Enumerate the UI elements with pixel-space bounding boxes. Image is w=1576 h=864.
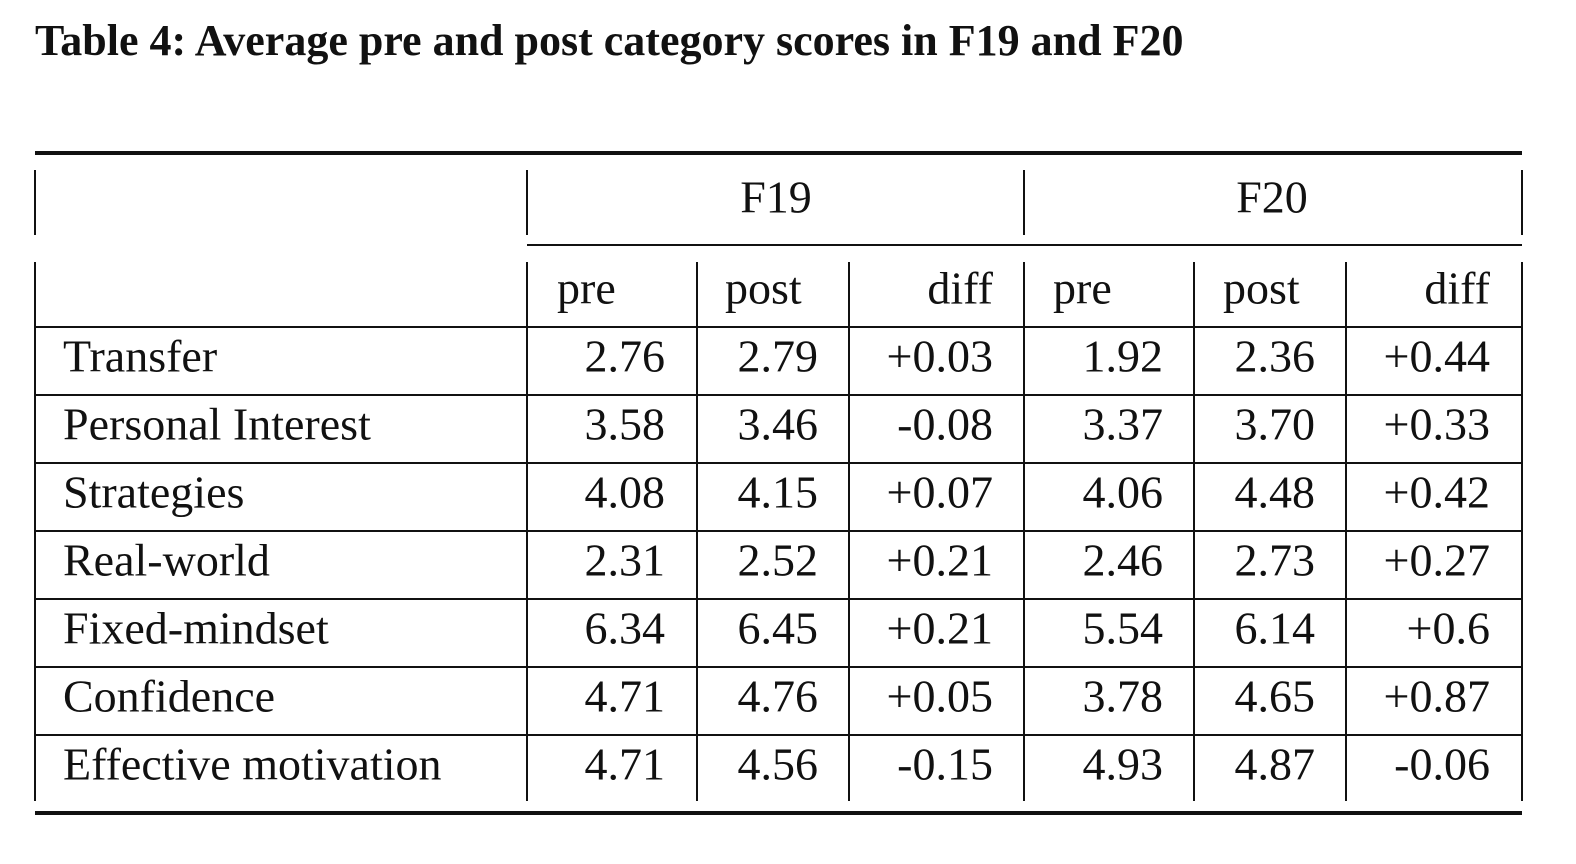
group-header: F20 [1236, 172, 1308, 223]
cell-value: 4.65 [1235, 671, 1316, 722]
cell-value: 2.52 [738, 535, 819, 586]
cell-value: -0.08 [897, 399, 993, 450]
cell-value: +0.44 [1384, 331, 1490, 382]
cell-value: 2.31 [585, 535, 666, 586]
row-label: Transfer [63, 331, 217, 382]
cell-value: -0.06 [1394, 739, 1490, 790]
cell-value: 5.54 [1083, 603, 1164, 654]
cell-value: +0.6 [1407, 603, 1490, 654]
cell-value: 4.56 [738, 739, 819, 790]
cell-value: -0.15 [897, 739, 993, 790]
column-header: pre [557, 263, 616, 314]
table-title: Table 4: Average pre and post category s… [35, 16, 1183, 65]
cell-value: 6.14 [1235, 603, 1316, 654]
column-header: pre [1053, 263, 1112, 314]
row-label: Real-world [63, 535, 270, 586]
row-label: Personal Interest [63, 399, 371, 450]
cell-value: 4.15 [738, 467, 819, 518]
cell-value: +0.33 [1384, 399, 1490, 450]
row-label: Strategies [63, 467, 244, 518]
cell-value: +0.03 [887, 331, 993, 382]
column-header: diff [1424, 263, 1490, 314]
cell-value: 4.87 [1235, 739, 1316, 790]
cell-value: 3.46 [738, 399, 819, 450]
row-label: Fixed-mindset [63, 603, 329, 654]
cell-value: 6.45 [738, 603, 819, 654]
cell-value: +0.21 [887, 535, 993, 586]
cell-value: +0.27 [1384, 535, 1490, 586]
cell-value: 2.46 [1083, 535, 1164, 586]
cell-value: 4.76 [738, 671, 819, 722]
cell-value: 4.71 [585, 671, 666, 722]
column-header: post [725, 263, 802, 314]
cell-value: 3.58 [585, 399, 666, 450]
cell-value: 2.79 [738, 331, 819, 382]
cell-value: 4.08 [585, 467, 666, 518]
cell-value: +0.07 [887, 467, 993, 518]
cell-value: +0.21 [887, 603, 993, 654]
cell-value: +0.42 [1384, 467, 1490, 518]
row-label: Effective motivation [63, 739, 442, 790]
cell-value: 2.76 [585, 331, 666, 382]
cell-value: 3.70 [1235, 399, 1316, 450]
cell-value: 3.78 [1083, 671, 1164, 722]
cell-value: 2.36 [1235, 331, 1316, 382]
cell-value: 4.48 [1235, 467, 1316, 518]
group-header: F19 [740, 172, 812, 223]
cell-value: +0.87 [1384, 671, 1490, 722]
cell-value: 4.06 [1083, 467, 1164, 518]
cell-value: 3.37 [1083, 399, 1164, 450]
cell-value: 6.34 [585, 603, 666, 654]
cell-value: +0.05 [887, 671, 993, 722]
cell-value: 4.93 [1083, 739, 1164, 790]
cell-value: 1.92 [1083, 331, 1164, 382]
cell-value: 2.73 [1235, 535, 1316, 586]
row-label: Confidence [63, 671, 275, 722]
column-header: diff [927, 263, 993, 314]
column-header: post [1223, 263, 1300, 314]
cell-value: 4.71 [585, 739, 666, 790]
